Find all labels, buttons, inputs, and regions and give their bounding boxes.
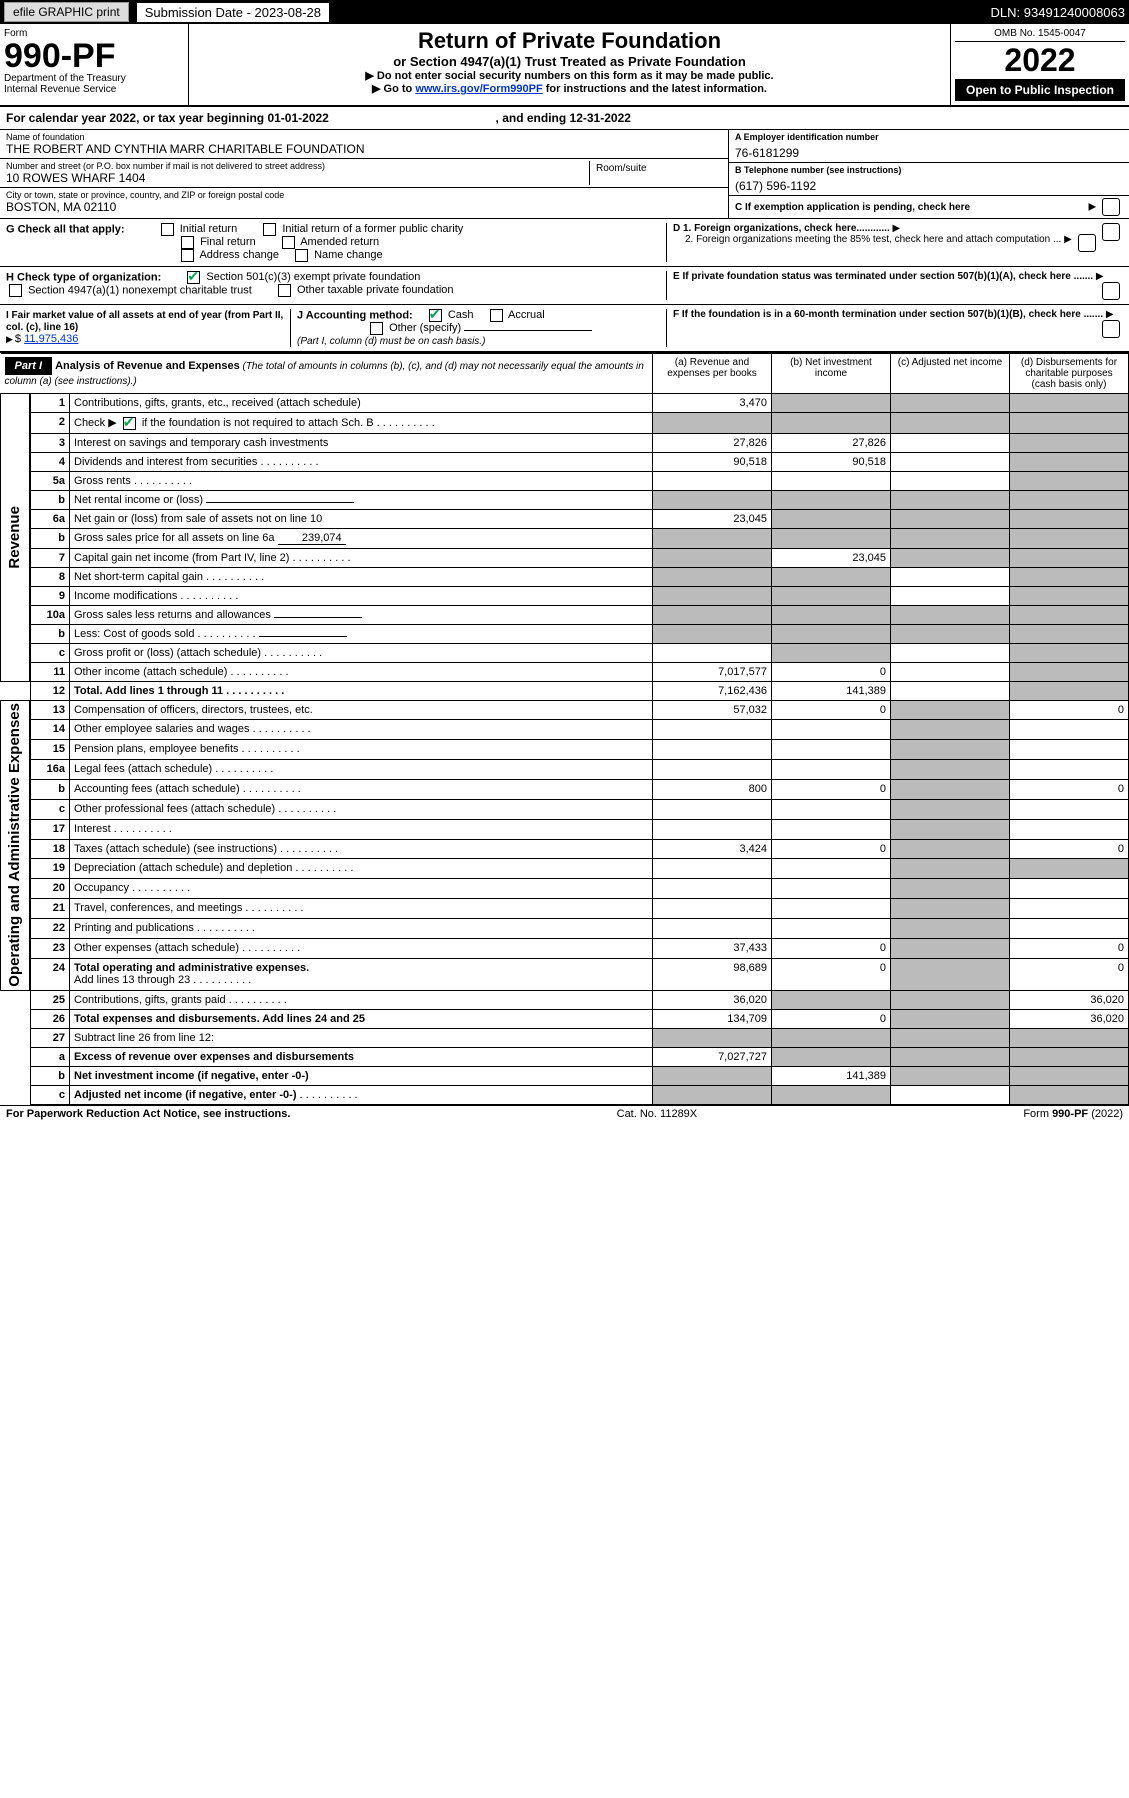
g4-checkbox[interactable] [282, 236, 295, 249]
part1-table: Part I Analysis of Revenue and Expenses … [0, 353, 1129, 1105]
footer-mid: Cat. No. 11289X [617, 1108, 698, 1120]
g2-checkbox[interactable] [263, 223, 276, 236]
form-subtitle: or Section 4947(a)(1) Trust Treated as P… [199, 54, 940, 69]
irs-label: Internal Revenue Service [4, 84, 184, 95]
revenue-side-label: Revenue [1, 394, 31, 682]
tel-label: B Telephone number (see instructions) [735, 165, 1123, 175]
col-b-header: (b) Net investment income [772, 354, 891, 394]
ein-label: A Employer identification number [735, 132, 1123, 142]
foundation-name: THE ROBERT AND CYNTHIA MARR CHARITABLE F… [6, 142, 722, 156]
dept-label: Department of the Treasury [4, 73, 184, 84]
i-label: I Fair market value of all assets at end… [6, 310, 283, 333]
footer-right: Form 990-PF (2022) [1023, 1108, 1123, 1120]
top-bar: efile GRAPHIC print Submission Date - 20… [0, 0, 1129, 24]
page-footer: For Paperwork Reduction Act Notice, see … [0, 1105, 1129, 1122]
j-accrual-checkbox[interactable] [490, 309, 503, 322]
submission-date: Submission Date - 2023-08-28 [137, 3, 329, 22]
fmv-link[interactable]: 11,975,436 [24, 333, 78, 345]
h2-checkbox[interactable] [9, 284, 22, 297]
tax-year: 2022 [955, 42, 1125, 79]
g6-checkbox[interactable] [295, 249, 308, 262]
h1-checkbox[interactable] [187, 271, 200, 284]
e-checkbox[interactable] [1102, 282, 1120, 300]
room-label: Room/suite [589, 161, 722, 185]
efile-print-button[interactable]: efile GRAPHIC print [4, 2, 129, 22]
tel-value: (617) 596-1192 [735, 175, 1123, 193]
dln-label: DLN: 93491240008063 [991, 5, 1125, 20]
instructions-link[interactable]: www.irs.gov/Form990PF [415, 83, 542, 95]
d2-label: 2. Foreign organizations meeting the 85%… [685, 234, 1061, 245]
g-label: G Check all that apply: [6, 223, 125, 235]
col-d-header: (d) Disbursements for charitable purpose… [1010, 354, 1129, 394]
footer-left: For Paperwork Reduction Act Notice, see … [6, 1108, 290, 1120]
form-number: 990-PF [4, 39, 184, 73]
g1-checkbox[interactable] [161, 223, 174, 236]
g5-checkbox[interactable] [181, 249, 194, 262]
j-label: J Accounting method: [297, 309, 413, 321]
part1-header: Part I [5, 357, 53, 375]
col-a-header: (a) Revenue and expenses per books [653, 354, 772, 394]
h-label: H Check type of organization: [6, 271, 161, 283]
line6b-value: 239,074 [278, 532, 346, 545]
open-public-box: Open to Public Inspection [955, 79, 1125, 101]
j-other-checkbox[interactable] [370, 322, 383, 335]
city-value: BOSTON, MA 02110 [6, 200, 722, 214]
address-label: Number and street (or P.O. box number if… [6, 161, 589, 171]
schb-checkbox[interactable] [123, 417, 136, 430]
info-section: Name of foundation THE ROBERT AND CYNTHI… [0, 130, 1129, 219]
arrow-icon [6, 333, 15, 345]
col-c-header: (c) Adjusted net income [891, 354, 1010, 394]
d2-checkbox[interactable] [1078, 234, 1096, 252]
ein-value: 76-6181299 [735, 142, 1123, 160]
e-label: E If private foundation status was termi… [673, 271, 1093, 282]
c-label: C If exemption application is pending, c… [735, 202, 970, 213]
d1-checkbox[interactable] [1102, 223, 1120, 241]
h3-checkbox[interactable] [278, 284, 291, 297]
d1-label: D 1. Foreign organizations, check here..… [673, 223, 890, 234]
form-title: Return of Private Foundation [199, 28, 940, 54]
form-header: Form 990-PF Department of the Treasury I… [0, 24, 1129, 107]
j-cash-checkbox[interactable] [429, 309, 442, 322]
c-checkbox[interactable] [1102, 198, 1120, 216]
j-note: (Part I, column (d) must be on cash basi… [297, 336, 485, 347]
f-label: F If the foundation is in a 60-month ter… [673, 309, 1103, 320]
f-checkbox[interactable] [1102, 320, 1120, 338]
form-note1: ▶ Do not enter social security numbers o… [199, 69, 940, 82]
calendar-year-line: For calendar year 2022, or tax year begi… [0, 107, 1129, 130]
city-label: City or town, state or province, country… [6, 190, 722, 200]
form-note2: ▶ Go to www.irs.gov/Form990PF for instru… [199, 82, 940, 95]
expenses-side-label: Operating and Administrative Expenses [1, 700, 31, 991]
address-value: 10 ROWES WHARF 1404 [6, 171, 589, 185]
omb-number: OMB No. 1545-0047 [955, 28, 1125, 42]
g3-checkbox[interactable] [181, 236, 194, 249]
name-label: Name of foundation [6, 132, 722, 142]
